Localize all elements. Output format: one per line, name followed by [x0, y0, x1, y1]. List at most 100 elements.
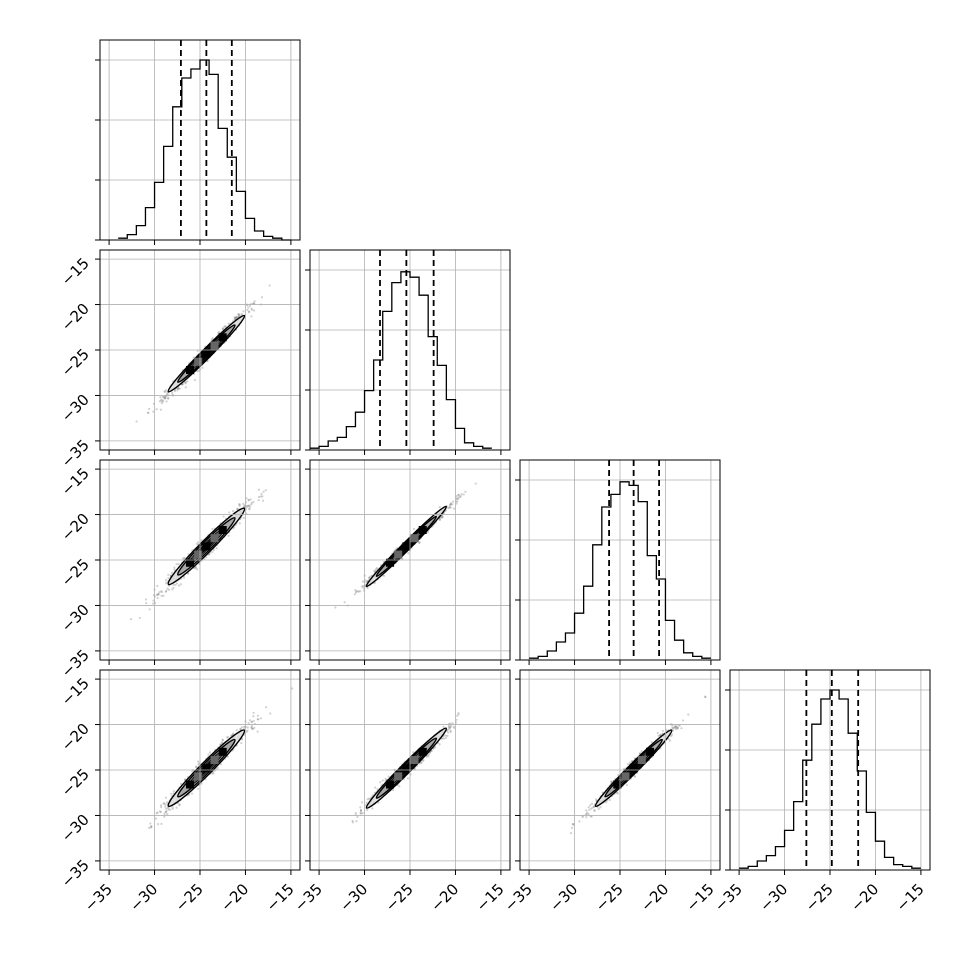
scatter-panel-2-3-point: [459, 495, 462, 499]
scatter-panel-2-4-point: [422, 759, 425, 762]
scatter-panel-1-2-point: [185, 380, 189, 383]
scatter-panel-2-4-point: [379, 781, 382, 784]
scatter-panel-1-2-point: [227, 322, 230, 325]
scatter-panel-1-3-point: [156, 596, 159, 600]
scatter-panel-1-3-point: [197, 541, 200, 544]
scatter-panel-1-3-content: [129, 488, 267, 621]
scatter-panel-1-4-point: [250, 726, 253, 729]
scatter-panel-2-3-point: [373, 569, 376, 573]
scatter-panel-1-2-content: [135, 284, 271, 423]
scatter-panel-1-2-point: [201, 366, 204, 369]
scatter-panel-1-4-point: [169, 808, 172, 811]
scatter-panel-1-2-point: [240, 312, 243, 316]
scatter-panel-1-3-point: [177, 562, 180, 566]
scatter-panel-1-3-point: [248, 507, 251, 510]
scatter-panel-1-2-point: [155, 408, 158, 411]
scatter-panel-2-3-point: [455, 495, 458, 498]
scatter-panel-1-2-point: [152, 410, 155, 413]
scatter-panel-1-3-point: [248, 507, 251, 511]
scatter-panel-2-4-point: [398, 785, 401, 788]
scatter-panel-1-4-point: [253, 726, 256, 729]
scatter-panel-1-2-point: [222, 327, 225, 330]
scatter-panel-2-3-point: [474, 482, 477, 485]
scatter-panel-2-4-point: [447, 731, 450, 734]
scatter-panel-1-3-point: [243, 505, 246, 508]
scatter-panel-1-3-point: [164, 590, 167, 593]
scatter-panel-2-4-point: [354, 811, 357, 815]
scatter-panel-1-4-point: [191, 770, 194, 773]
scatter-panel-2-3-point: [452, 507, 456, 510]
scatter-panel-1-4-point: [160, 805, 163, 809]
scatter-panel-2-3-point: [334, 606, 337, 609]
scatter-panel-1-4-point: [239, 728, 242, 731]
scatter-panel-1-4-point: [165, 809, 168, 812]
scatter-panel-1-4-point: [251, 727, 254, 730]
scatter-panel-1-2-point: [170, 391, 174, 394]
scatter-panel-1-4-point: [240, 726, 243, 729]
scatter-panel-1-2-point: [184, 381, 187, 384]
scatter-panel-1-2-point: [252, 302, 255, 305]
scatter-panel-1-4-point: [164, 796, 168, 799]
scatter-panel-1-3-point: [247, 504, 250, 508]
scatter-panel-2-4-point: [457, 713, 460, 716]
scatter-panel-1-2-point: [196, 370, 199, 373]
scatter-panel-2-4-point: [361, 801, 364, 804]
scatter-panel-2-3-point: [356, 590, 359, 593]
scatter-panel-2-4-point: [377, 801, 380, 804]
scatter-panel-2-3-point: [440, 516, 443, 519]
scatter-panel-1-4-point: [291, 687, 294, 690]
scatter-panel-1-2-point: [234, 316, 237, 320]
scatter-panel-1-4-point: [232, 732, 235, 735]
scatter-panel-2-3-density-bin: [386, 558, 394, 567]
scatter-panel-1-4-point: [163, 812, 166, 816]
scatter-panel-1-3-point: [227, 534, 230, 537]
scatter-panel-2-4-point: [367, 797, 371, 800]
scatter-panel-1-4-point: [221, 739, 224, 742]
scatter-panel-1-2-point: [146, 411, 150, 415]
scatter-panel-2-4-point: [452, 725, 455, 728]
scatter-panel-1-3-point: [245, 497, 248, 500]
scatter-panel-1-4-point: [179, 782, 183, 785]
scatter-panel-1-4-density-bin: [202, 764, 211, 773]
scatter-panel-1-3-point: [160, 594, 163, 597]
scatter-panel-2-3-point: [446, 506, 450, 510]
scatter-panel-2-3-point: [426, 531, 430, 534]
scatter-panel-1-3-density-bin: [186, 558, 194, 567]
scatter-panel-1-4-point: [156, 811, 159, 814]
scatter-panel-2-3-point: [369, 575, 372, 578]
scatter-panel-2-4-point: [427, 753, 431, 756]
scatter-panel-1-4-point: [155, 812, 158, 815]
scatter-panel-1-4-point: [162, 802, 165, 805]
scatter-panel-1-4-point: [252, 719, 255, 723]
scatter-panel-1-2-point: [167, 397, 170, 400]
scatter-panel-1-4-point: [226, 736, 229, 739]
scatter-panel-2-3-point: [449, 506, 452, 509]
scatter-panel-2-3-point: [438, 518, 442, 521]
scatter-panel-2-4-point: [359, 806, 362, 809]
scatter-panel-1-4-point: [165, 807, 168, 810]
scatter-panel-1-4-point: [256, 718, 259, 721]
scatter-panel-2-3-point: [374, 568, 377, 571]
scatter-panel-2-3-point: [365, 580, 368, 583]
scatter-panel-2-4-point: [371, 807, 374, 810]
scatter-panel-1-2-density-bin: [210, 341, 219, 350]
scatter-panel-1-4-point: [166, 807, 170, 810]
scatter-panel-1-3-point: [183, 556, 186, 559]
scatter-panel-2-3-point: [449, 503, 452, 506]
scatter-panel-1-4-point: [269, 712, 272, 715]
scatter-panel-1-2-point: [238, 314, 241, 317]
scatter-panel-1-2-point: [160, 398, 163, 401]
scatter-panel-1-4-point: [171, 806, 174, 809]
scatter-panel-1-3-point: [247, 499, 250, 502]
scatter-panel-1-2-density-bin: [194, 357, 203, 366]
scatter-panel-1-3-point: [259, 495, 262, 498]
scatter-panel-1-2-point: [159, 408, 163, 411]
scatter-panel-1-4-point: [252, 711, 255, 714]
scatter-panel-1-4-point: [165, 801, 169, 804]
scatter-panel-1-4-point: [164, 803, 167, 806]
scatter-panel-1-4-density-bin: [194, 772, 203, 781]
scatter-panel-1-4-point: [183, 778, 187, 781]
scatter-panel-1-4-point: [226, 755, 230, 758]
scatter-panel-1-4-point: [162, 802, 166, 805]
scatter-panel-1-3-point: [211, 550, 214, 554]
